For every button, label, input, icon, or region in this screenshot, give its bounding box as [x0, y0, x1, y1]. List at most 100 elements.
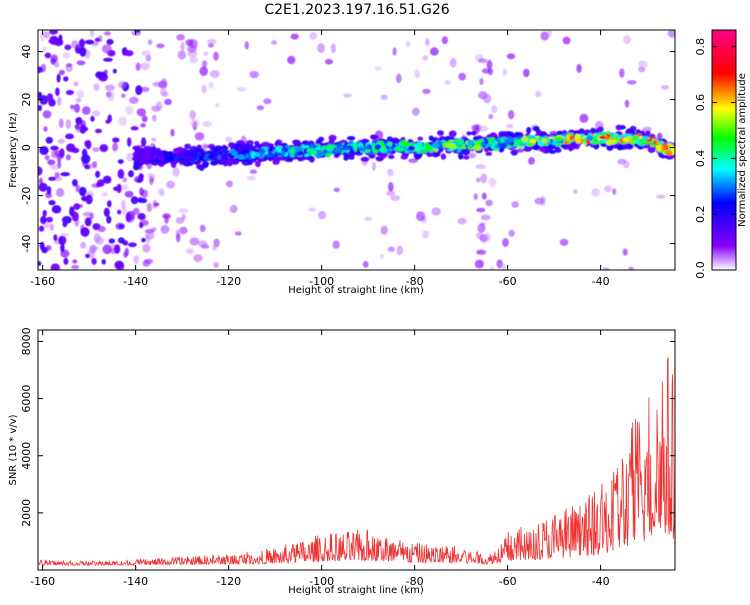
heatmap-cell: [371, 134, 379, 139]
heatmap-cell: [139, 187, 144, 196]
heatmap-cell: [164, 214, 169, 225]
heatmap-cell: [485, 199, 493, 207]
heatmap-cell: [624, 99, 630, 108]
heatmap-cell: [38, 105, 43, 111]
heatmap-cell: [125, 105, 134, 115]
heatmap-cell: [268, 148, 273, 152]
heatmap-cell: [65, 119, 72, 129]
heatmap-cell: [169, 155, 174, 162]
heatmap-cell: [75, 124, 81, 133]
heatmap-cell: [486, 59, 493, 70]
heatmap-cell: [142, 160, 150, 165]
heatmap-cell: [449, 57, 457, 68]
heatmap-cell: [58, 34, 63, 44]
heatmap-cell: [147, 173, 156, 179]
heatmap-cell: [127, 137, 132, 147]
heatmap-cell: [151, 137, 157, 142]
heatmap-cell: [189, 56, 198, 64]
heatmap-cell: [44, 155, 50, 161]
heatmap-cell: [232, 159, 238, 165]
heatmap-cell: [468, 152, 477, 159]
heatmap-cell: [538, 146, 546, 152]
heatmap-cell: [152, 81, 163, 87]
heatmap-cell: [85, 194, 93, 205]
heatmap-cell: [387, 141, 393, 147]
heatmap-cell: [80, 227, 90, 237]
heatmap-cell: [202, 121, 212, 127]
heatmap-cell: [185, 39, 194, 47]
heatmap-cell: [499, 142, 507, 148]
heatmap-cell: [103, 57, 113, 62]
heatmap-cell: [476, 249, 487, 255]
y-tick-label: 4000: [20, 442, 33, 470]
heatmap-cell: [136, 108, 147, 117]
heatmap-cell: [501, 263, 507, 270]
snr-frame: [37, 329, 676, 571]
heatmap-cell: [84, 140, 89, 147]
heatmap-cell: [146, 202, 152, 213]
heatmap-cell: [65, 133, 74, 140]
heatmap-cell: [375, 157, 384, 162]
heatmap-cell: [379, 147, 388, 153]
heatmap-cell: [180, 42, 185, 51]
heatmap-cell: [202, 161, 210, 167]
heatmap-cell: [623, 160, 630, 169]
heatmap-cell: [72, 259, 78, 264]
heatmap-cell: [60, 172, 71, 177]
heatmap-cell: [71, 264, 80, 270]
heatmap-cell: [374, 144, 382, 151]
heatmap-cell: [121, 205, 127, 215]
heatmap-cell: [199, 66, 208, 77]
heatmap-cell: [175, 217, 184, 224]
heatmap-cell: [102, 44, 112, 54]
heatmap-cell: [149, 153, 155, 159]
heatmap-cell: [48, 200, 56, 206]
heatmap-cell: [215, 103, 220, 108]
heatmap-cell: [256, 105, 265, 111]
heatmap-cell: [56, 73, 61, 83]
heatmap-cell: [546, 30, 552, 38]
heatmap-cell: [374, 66, 382, 71]
heatmap-cell: [343, 93, 352, 98]
heatmap-cell: [140, 62, 150, 71]
heatmap-cell: [346, 136, 356, 141]
heatmap-cell: [526, 126, 532, 134]
heatmap-cell: [136, 145, 143, 150]
heatmap-cell: [498, 131, 506, 138]
heatmap-cell: [121, 93, 126, 98]
heatmap-cell: [194, 132, 205, 141]
heatmap-cell: [591, 188, 600, 197]
heatmap-cell: [506, 53, 516, 60]
heatmap-cell: [641, 136, 650, 140]
heatmap-cell: [249, 70, 260, 79]
heatmap-cell: [258, 149, 265, 155]
heatmap-cell: [314, 146, 321, 151]
heatmap-cell: [141, 237, 146, 243]
heatmap-cell: [38, 91, 43, 100]
heatmap-cell: [185, 248, 195, 255]
heatmap-cell: [586, 135, 593, 142]
heatmap-cell: [106, 215, 112, 224]
heatmap-cell: [496, 259, 503, 269]
heatmap-cell: [124, 50, 134, 57]
heatmap-cell: [638, 138, 644, 143]
heatmap-cell: [69, 206, 75, 217]
heatmap-cell: [214, 147, 219, 152]
x-tick-label: -100: [309, 275, 334, 288]
heatmap-cell: [48, 176, 57, 181]
heatmap-cell: [189, 237, 200, 246]
heatmap-cell: [246, 175, 257, 181]
colorbar: 0.0 0.2 0.4 0.6 0.8 Normalized spectral ampl…: [694, 29, 748, 279]
heatmap-cell: [211, 151, 219, 157]
heatmap-cell: [343, 155, 349, 161]
heatmap-cell: [244, 41, 249, 50]
heatmap-cell: [108, 238, 116, 244]
heatmap-cell: [626, 80, 637, 85]
heatmap-cell: [632, 135, 639, 140]
heatmap-cell: [92, 147, 100, 152]
heatmap-cell: [229, 204, 238, 214]
heatmap-cell: [234, 231, 242, 236]
heatmap-cell: [46, 216, 53, 223]
heatmap-cell: [70, 104, 75, 110]
y-tick-label: 2000: [20, 499, 33, 527]
